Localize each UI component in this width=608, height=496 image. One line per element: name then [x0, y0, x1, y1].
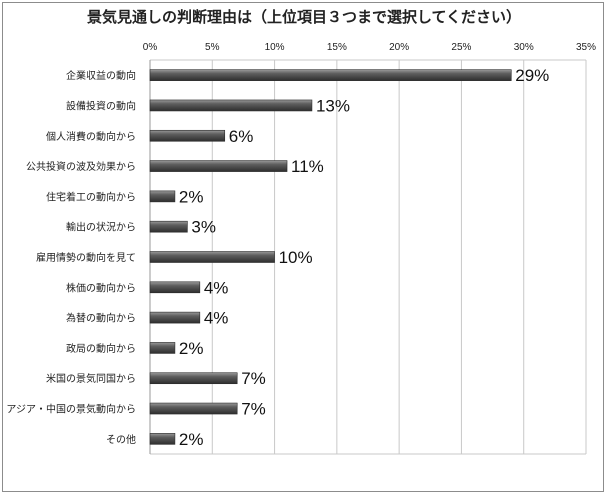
category-label: 公共投資の波及効果から [26, 160, 136, 173]
data-label: 10% [279, 248, 313, 267]
bar [149, 433, 176, 445]
category-label: 雇用情勢の動向を見て [36, 251, 136, 264]
data-label: 11% [291, 157, 324, 176]
data-label: 2% [179, 187, 204, 206]
category-label: 設備投資の動向 [66, 99, 136, 112]
bar [149, 160, 288, 172]
x-tick-label: 10% [265, 42, 285, 53]
data-label: 7% [241, 369, 266, 388]
category-label: 個人消費の動向から [46, 130, 136, 143]
data-labels: 29%13%6%11%2%3%10%4%4%2%7%7%2% [179, 66, 549, 449]
x-tick-label: 20% [389, 42, 409, 53]
bar [149, 311, 201, 324]
data-label: 29% [515, 66, 549, 85]
category-label: 住宅着工の動向から [46, 190, 136, 203]
data-label: 2% [179, 430, 204, 449]
bar [149, 220, 188, 233]
data-label: 4% [204, 278, 229, 297]
x-axis-ticks: 0% 5% 10% 15% 20% 25% 30% 35% [143, 42, 596, 53]
category-labels: 企業収益の動向設備投資の動向個人消費の動向から公共投資の波及効果から住宅着工の動… [6, 69, 136, 446]
bar [149, 190, 176, 203]
bar [149, 342, 176, 354]
category-label: アジア・中国の景気動向から [6, 403, 136, 416]
x-tick-label: 5% [205, 42, 220, 53]
category-label: 政局の動向から [66, 342, 136, 355]
data-label: 4% [204, 309, 229, 328]
bar [149, 69, 512, 81]
bar [149, 129, 226, 142]
data-label: 6% [229, 127, 254, 146]
x-tick-label: 0% [143, 42, 158, 53]
data-label: 3% [191, 218, 216, 237]
category-label: 米国の景気同国から [46, 372, 136, 385]
category-label: 株価の動向から [66, 281, 136, 294]
chart-title: 景気見通しの判断理由は（上位項目３つまで選択してください） [86, 8, 522, 26]
bar [149, 372, 238, 385]
chart-frame [2, 2, 604, 492]
bar [149, 251, 275, 263]
bar [149, 99, 313, 112]
x-tick-label: 25% [451, 42, 471, 53]
bars [149, 69, 512, 445]
data-label: 7% [241, 400, 266, 419]
bar [149, 402, 238, 415]
x-tick-label: 35% [576, 42, 596, 53]
category-label: 為替の動向から [66, 312, 136, 325]
category-label: その他 [106, 433, 136, 446]
x-tick-label: 30% [514, 42, 534, 53]
data-label: 2% [179, 339, 204, 358]
category-label: 企業収益の動向 [66, 69, 136, 82]
bar [149, 281, 201, 294]
x-tick-label: 15% [327, 42, 347, 53]
category-label: 輸出の状況から [66, 221, 136, 234]
data-label: 13% [316, 96, 350, 115]
